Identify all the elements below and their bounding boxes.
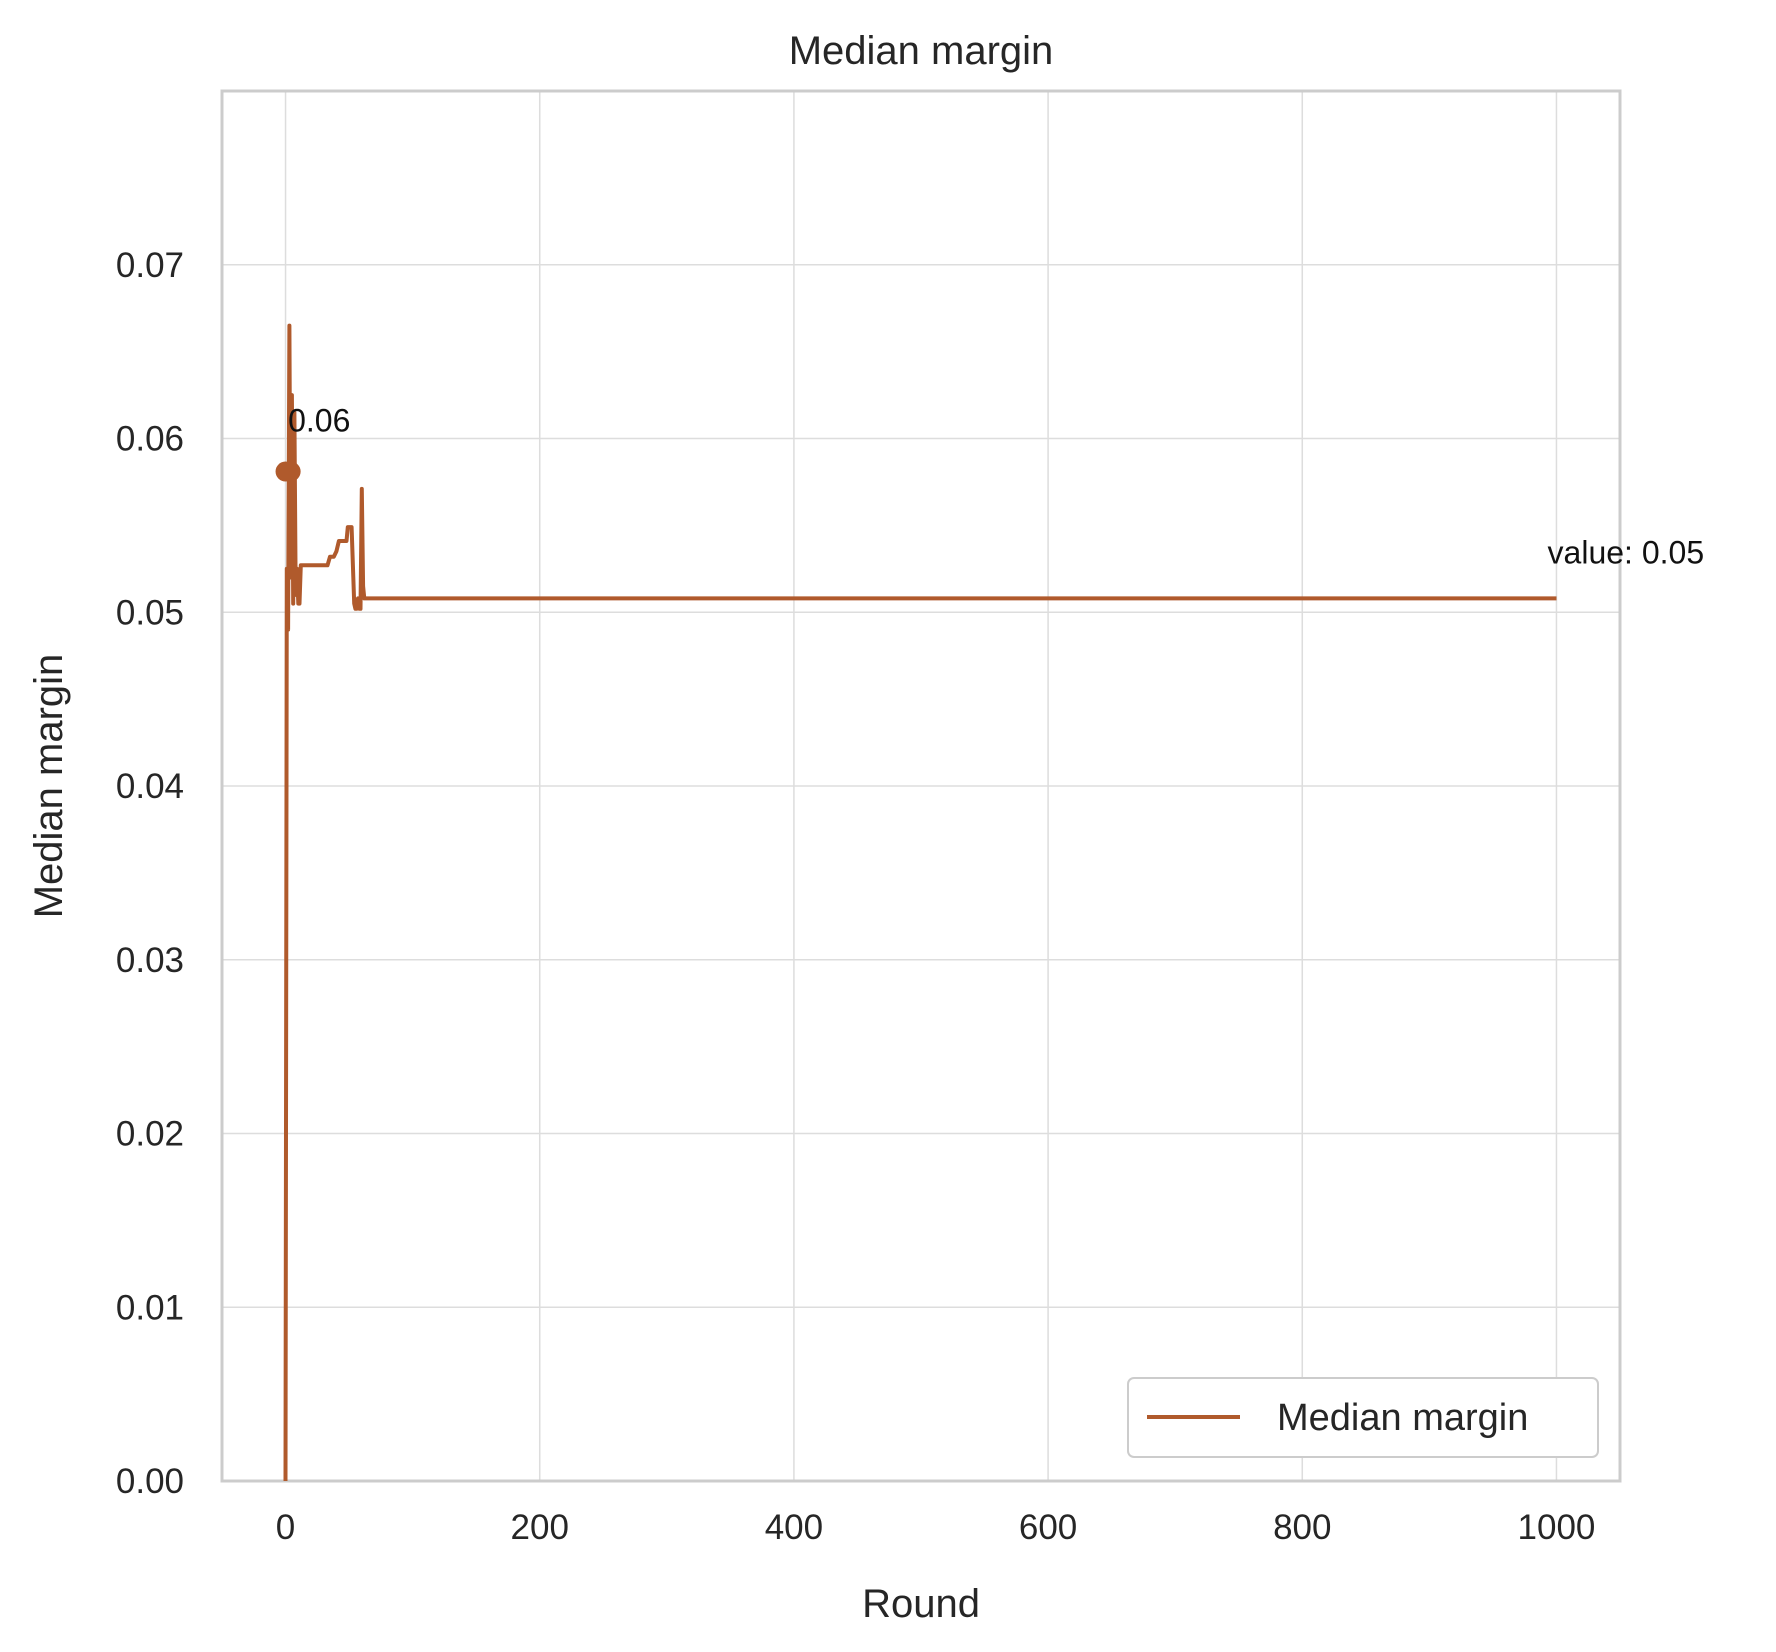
chart-title: Median margin — [789, 29, 1054, 73]
y-tick-label: 0.01 — [116, 1288, 184, 1327]
legend-label: Median margin — [1277, 1397, 1528, 1439]
y-axis-label: Median margin — [27, 654, 71, 919]
y-tick-label: 0.04 — [116, 767, 184, 806]
x-tick-label: 400 — [765, 1508, 823, 1547]
plot-frame — [220, 89, 1622, 1483]
x-axis-label: Round — [862, 1582, 980, 1626]
legend: Median margin — [1127, 1377, 1599, 1458]
annotations: 0.06 value: 0.05 — [288, 403, 1704, 571]
legend-box — [1127, 1377, 1599, 1458]
axis-ticks: 0 200 400 600 800 1000 0.00 0.01 0.02 0.03 0.04 0.0… — [116, 246, 1596, 1547]
y-tick-label: 0.02 — [116, 1115, 184, 1154]
series-line — [283, 323, 1557, 1482]
x-tick-label: 0 — [276, 1508, 295, 1547]
x-tick-label: 200 — [511, 1508, 569, 1547]
y-tick-label: 0.07 — [116, 246, 184, 285]
x-tick-label: 800 — [1273, 1508, 1331, 1547]
y-tick-label: 0.05 — [116, 593, 184, 632]
grid — [222, 91, 1620, 1482]
y-tick-label: 0.00 — [116, 1462, 184, 1501]
y-tick-label: 0.03 — [116, 941, 184, 980]
annotation-label: value: 0.05 — [1548, 535, 1705, 571]
x-tick-label: 600 — [1019, 1508, 1077, 1547]
annotation-label: 0.06 — [288, 403, 350, 439]
y-tick-label: 0.06 — [116, 420, 184, 459]
x-tick-label: 1000 — [1518, 1508, 1596, 1547]
series-layer — [275, 323, 1557, 1482]
data-point-marker — [280, 461, 301, 482]
